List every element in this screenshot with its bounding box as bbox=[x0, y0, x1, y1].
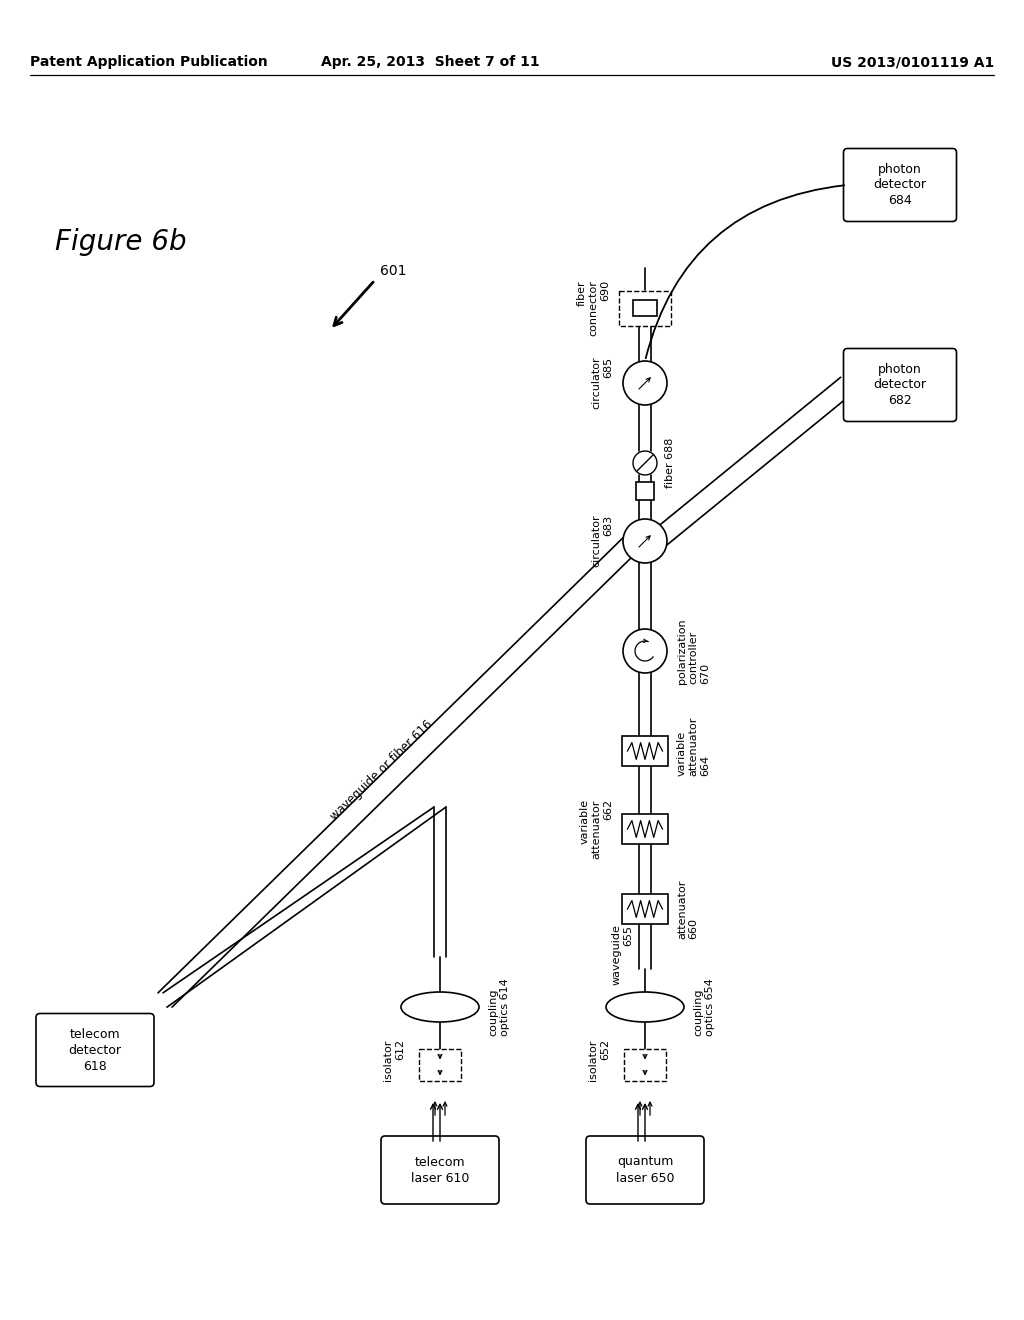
Circle shape bbox=[623, 630, 667, 673]
Bar bbox=[622, 894, 668, 924]
Text: variable
attenuator
664: variable attenuator 664 bbox=[677, 717, 711, 776]
Text: waveguide or fiber 616: waveguide or fiber 616 bbox=[328, 718, 435, 824]
Text: photon
detector
684: photon detector 684 bbox=[873, 162, 927, 207]
Text: Apr. 25, 2013  Sheet 7 of 11: Apr. 25, 2013 Sheet 7 of 11 bbox=[321, 55, 540, 69]
Ellipse shape bbox=[606, 993, 684, 1022]
Circle shape bbox=[623, 519, 667, 564]
Bar bbox=[622, 737, 668, 766]
Text: US 2013/0101119 A1: US 2013/0101119 A1 bbox=[830, 55, 994, 69]
Text: fiber
connector
690: fiber connector 690 bbox=[577, 280, 610, 335]
FancyBboxPatch shape bbox=[381, 1137, 499, 1204]
Text: coupling
optics 654: coupling optics 654 bbox=[693, 978, 715, 1036]
Text: variable
attenuator
662: variable attenuator 662 bbox=[580, 800, 613, 859]
Text: telecom
laser 610: telecom laser 610 bbox=[411, 1155, 469, 1184]
Text: fiber 688: fiber 688 bbox=[665, 438, 675, 488]
Text: Patent Application Publication: Patent Application Publication bbox=[30, 55, 267, 69]
Bar bbox=[636, 482, 654, 500]
Text: waveguide
655: waveguide 655 bbox=[611, 924, 633, 986]
Text: attenuator
660: attenuator 660 bbox=[677, 879, 698, 939]
Text: photon
detector
682: photon detector 682 bbox=[873, 363, 927, 408]
FancyBboxPatch shape bbox=[36, 1014, 154, 1086]
Bar bbox=[633, 300, 657, 315]
Text: telecom
detector
618: telecom detector 618 bbox=[69, 1027, 122, 1072]
Bar bbox=[419, 1049, 461, 1081]
Text: coupling
optics 614: coupling optics 614 bbox=[488, 978, 510, 1036]
FancyBboxPatch shape bbox=[586, 1137, 705, 1204]
Text: isolator
612: isolator 612 bbox=[383, 1039, 406, 1081]
Circle shape bbox=[633, 451, 657, 475]
Text: quantum
laser 650: quantum laser 650 bbox=[615, 1155, 674, 1184]
Text: isolator
652: isolator 652 bbox=[589, 1039, 610, 1081]
Bar bbox=[618, 290, 671, 326]
Text: polarization
controller
670: polarization controller 670 bbox=[677, 618, 711, 684]
Text: circulator
683: circulator 683 bbox=[592, 515, 613, 568]
Text: circulator
685: circulator 685 bbox=[592, 356, 613, 409]
Ellipse shape bbox=[401, 993, 479, 1022]
Text: 601: 601 bbox=[380, 264, 407, 279]
Bar bbox=[624, 1049, 666, 1081]
FancyBboxPatch shape bbox=[844, 149, 956, 222]
Bar bbox=[622, 814, 668, 843]
Circle shape bbox=[623, 360, 667, 405]
Text: Figure 6b: Figure 6b bbox=[55, 228, 186, 256]
FancyBboxPatch shape bbox=[844, 348, 956, 421]
